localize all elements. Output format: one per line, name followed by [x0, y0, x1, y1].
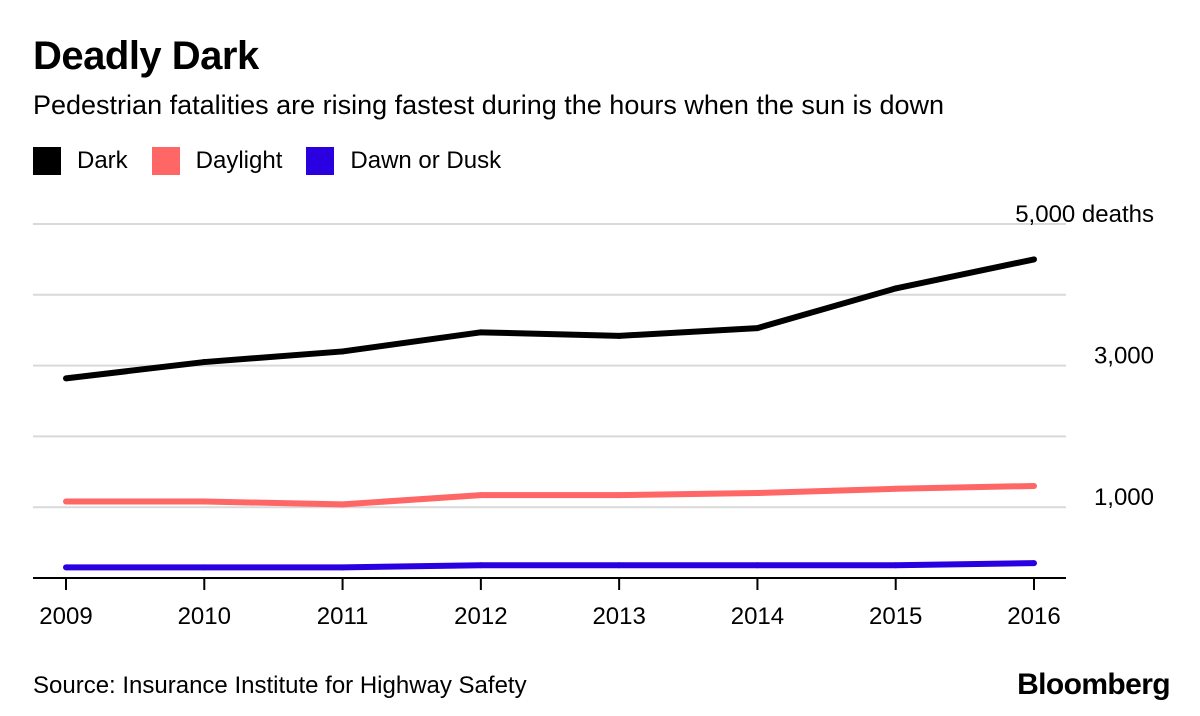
data-point-dawn-or-dusk-2012	[477, 562, 484, 569]
legend-swatch-daylight	[151, 147, 180, 175]
data-point-daylight-2014	[754, 490, 761, 497]
data-point-daylight-2009	[63, 498, 69, 505]
data-point-dawn-or-dusk-2011	[339, 564, 346, 571]
legend-swatch-dark	[33, 147, 61, 175]
legend-label-dark: Dark	[77, 147, 128, 174]
chart-legend: Dark Daylight Dawn or Dusk	[33, 144, 525, 178]
data-point-dark-2014	[754, 325, 761, 332]
data-point-daylight-2010	[201, 498, 208, 505]
data-point-daylight-2016	[1031, 482, 1037, 489]
legend-label-daylight: Daylight	[195, 147, 283, 174]
data-point-dawn-or-dusk-2009	[63, 564, 69, 571]
y-tick-label-1000: 1,000	[1094, 484, 1154, 511]
x-tick-label-2010: 2010	[178, 603, 231, 630]
x-tick-label-2012: 2012	[454, 603, 507, 630]
legend-item-dark: Dark	[33, 147, 128, 175]
data-point-daylight-2015	[892, 485, 899, 492]
data-point-dark-2009	[63, 375, 69, 382]
legend-label-dawn-or-dusk: Dawn or Dusk	[350, 147, 502, 174]
data-point-dark-2015	[892, 285, 899, 292]
chart-title: Deadly Dark	[33, 34, 259, 78]
series-line-dawn-or-dusk	[66, 560, 1035, 571]
data-point-daylight-2013	[616, 492, 623, 499]
legend-item-daylight: Daylight	[151, 147, 283, 175]
legend-item-dawn-or-dusk: Dawn or Dusk	[306, 147, 501, 175]
x-tick-label-2009: 2009	[39, 603, 92, 630]
data-point-dark-2011	[339, 348, 346, 355]
data-point-dawn-or-dusk-2013	[616, 562, 623, 569]
x-tick-label-2015: 2015	[869, 603, 922, 630]
bloomberg-logo: Bloomberg	[1017, 668, 1171, 701]
data-point-dark-2012	[477, 329, 484, 336]
data-point-daylight-2011	[339, 501, 346, 508]
data-point-dawn-or-dusk-2014	[754, 562, 761, 569]
series-line-daylight	[66, 482, 1035, 508]
y-tick-label-5000: 5,000 deaths	[1015, 201, 1154, 228]
chart-subtitle: Pedestrian fatalities are rising fastest…	[33, 90, 945, 120]
data-point-dark-2010	[201, 359, 208, 366]
data-point-dark-2013	[616, 332, 623, 339]
data-point-dawn-or-dusk-2016	[1031, 560, 1037, 567]
source-note: Source: Insurance Institute for Highway …	[33, 672, 527, 699]
data-point-dark-2016	[1031, 256, 1037, 263]
data-point-daylight-2012	[477, 492, 484, 499]
legend-swatch-dawn-or-dusk	[306, 147, 335, 175]
data-point-dawn-or-dusk-2010	[201, 564, 208, 571]
series-line-dark	[65, 256, 1035, 382]
y-tick-label-3000: 3,000	[1094, 343, 1154, 370]
x-tick-label-2014: 2014	[731, 603, 784, 630]
x-tick-label-2016: 2016	[1007, 603, 1060, 630]
x-tick-label-2011: 2011	[317, 603, 369, 630]
data-point-dawn-or-dusk-2015	[892, 562, 899, 569]
x-tick-label-2013: 2013	[592, 603, 645, 630]
